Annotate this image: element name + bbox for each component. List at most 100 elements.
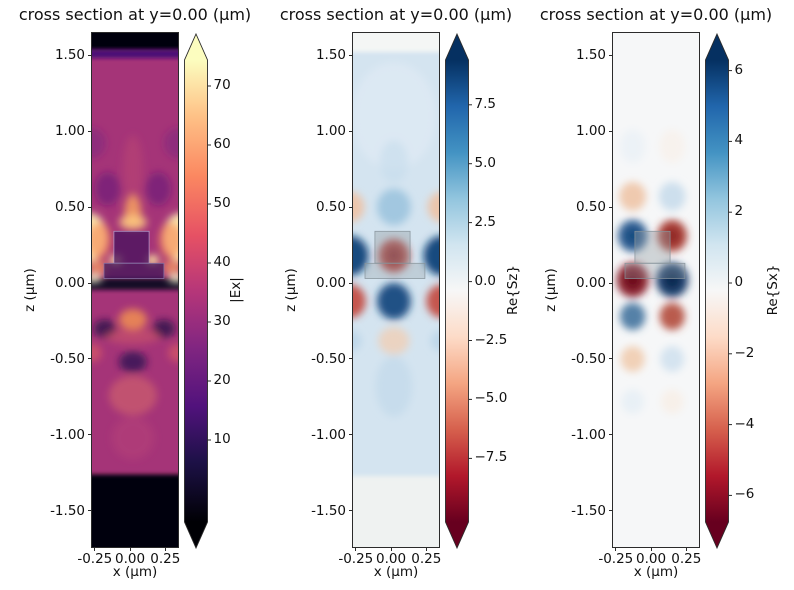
z-tick-2 xyxy=(348,358,352,360)
z-tick-label-1: 1.00 xyxy=(54,123,85,140)
z-tick-2 xyxy=(348,130,352,132)
x-tick-label-2: 0.25 xyxy=(411,551,442,567)
z-tick-label-3: -1.00 xyxy=(571,426,606,443)
colorbar-tick-label-3: 6 xyxy=(734,61,744,78)
colorbar-label-1: |Ex| xyxy=(227,277,244,303)
z-tick-1 xyxy=(87,206,91,208)
x-axis-label-3: x (μm) xyxy=(633,564,679,580)
x-tick-1 xyxy=(129,547,131,551)
z-tick-label-1: 0.00 xyxy=(54,275,85,291)
z-tick-label-3: 0.50 xyxy=(575,199,606,216)
colorbar-tick-label-1: 30 xyxy=(213,312,231,329)
z-tick-label-1: -1.50 xyxy=(50,502,85,519)
z-tick-2 xyxy=(348,282,352,284)
colorbar-tick-label-3: 0 xyxy=(734,274,744,291)
colorbar-1 xyxy=(183,33,214,549)
x-tick-label-2: -0.25 xyxy=(338,551,374,567)
colorbar-tick-label-1: 70 xyxy=(213,76,231,93)
z-tick-label-2: -1.50 xyxy=(311,502,346,519)
z-tick-label-1: -1.00 xyxy=(50,426,85,443)
x-tick-2 xyxy=(425,547,427,551)
z-tick-3 xyxy=(608,130,612,132)
colorbar-tick-label-1: 60 xyxy=(213,135,231,152)
z-tick-1 xyxy=(87,434,91,436)
colorbar-tick-label-3: −4 xyxy=(734,415,755,432)
x-tick-1 xyxy=(94,547,96,551)
colorbar-tick-label-1: 20 xyxy=(213,371,231,388)
z-tick-2 xyxy=(348,510,352,512)
panel-3-title: cross section at y=0.00 (μm) xyxy=(539,5,773,24)
colorbar-tick-label-2: −2.5 xyxy=(474,331,508,348)
x-tick-label-1: -0.25 xyxy=(77,551,113,567)
z-tick-label-1: 0.50 xyxy=(54,199,85,216)
z-tick-label-2: 0.50 xyxy=(315,199,346,216)
x-tick-3 xyxy=(615,547,617,551)
z-tick-3 xyxy=(608,434,612,436)
z-tick-label-3: 0.00 xyxy=(575,275,606,291)
colorbar-tick-label-1: 10 xyxy=(213,430,231,447)
x-tick-label-3: 0.25 xyxy=(671,551,702,567)
colorbar-3 xyxy=(704,33,735,549)
z-tick-label-2: 0.00 xyxy=(315,275,346,291)
z-tick-label-3: 1.50 xyxy=(575,47,606,64)
colorbar-tick-label-3: −2 xyxy=(734,344,755,361)
colorbar-tick-label-3: 2 xyxy=(734,203,744,220)
z-tick-label-3: -1.50 xyxy=(571,502,606,519)
z-tick-label-3: -0.50 xyxy=(571,350,606,367)
z-tick-label-1: 1.50 xyxy=(54,47,85,64)
colorbar-tick-label-2: 0.0 xyxy=(474,272,496,289)
z-tick-label-3: 1.00 xyxy=(575,123,606,140)
z-tick-label-2: -1.00 xyxy=(311,426,346,443)
z-tick-3 xyxy=(608,282,612,284)
z-tick-label-2: -0.50 xyxy=(311,350,346,367)
z-tick-1 xyxy=(87,510,91,512)
heatmap-2 xyxy=(353,33,439,547)
z-tick-3 xyxy=(608,54,612,56)
z-tick-label-1: -0.50 xyxy=(50,350,85,367)
y-axis-label-2: z (μm) xyxy=(283,268,299,312)
x-tick-2 xyxy=(355,547,357,551)
z-tick-3 xyxy=(608,206,612,208)
x-tick-3 xyxy=(685,547,687,551)
x-tick-label-2: 0.00 xyxy=(376,551,407,567)
colorbar-tick-label-2: 7.5 xyxy=(474,95,496,112)
heatmap-1 xyxy=(92,33,178,547)
x-tick-label-1: 0.25 xyxy=(150,551,181,567)
colorbar-tick-label-2: −5.0 xyxy=(474,390,508,407)
panel-1-title: cross section at y=0.00 (μm) xyxy=(18,5,252,24)
x-tick-1 xyxy=(164,547,166,551)
x-axis-label-2: x (μm) xyxy=(373,564,419,580)
colorbar-label-3: Re{Sx} xyxy=(764,264,781,316)
z-tick-3 xyxy=(608,358,612,360)
z-tick-1 xyxy=(87,130,91,132)
colorbar-tick-label-3: 4 xyxy=(734,132,744,149)
colorbar-tick-label-1: 50 xyxy=(213,194,231,211)
z-tick-1 xyxy=(87,54,91,56)
y-axis-label-1: z (μm) xyxy=(22,268,38,312)
colorbar-tick-label-3: −6 xyxy=(734,486,755,503)
z-tick-1 xyxy=(87,282,91,284)
x-tick-label-3: 0.00 xyxy=(636,551,667,567)
z-tick-1 xyxy=(87,358,91,360)
colorbar-label-2: Re{Sz} xyxy=(504,265,521,315)
colorbar-tick-label-1: 40 xyxy=(213,253,231,270)
z-tick-2 xyxy=(348,434,352,436)
x-axis-label-1: x (μm) xyxy=(112,564,158,580)
x-tick-2 xyxy=(390,547,392,551)
colorbar-tick-label-2: −7.5 xyxy=(474,449,508,466)
colorbar-tick-label-2: 2.5 xyxy=(474,213,496,230)
panel-2-title: cross section at y=0.00 (μm) xyxy=(279,5,513,24)
z-tick-3 xyxy=(608,510,612,512)
z-tick-label-2: 1.00 xyxy=(315,123,346,140)
x-tick-3 xyxy=(650,547,652,551)
heatmap-3 xyxy=(613,33,699,547)
z-tick-2 xyxy=(348,54,352,56)
colorbar-2 xyxy=(444,33,475,549)
x-tick-label-3: -0.25 xyxy=(598,551,634,567)
colorbar-tick-label-2: 5.0 xyxy=(474,154,496,171)
z-tick-2 xyxy=(348,206,352,208)
y-axis-label-3: z (μm) xyxy=(543,268,559,312)
x-tick-label-1: 0.00 xyxy=(115,551,146,567)
z-tick-label-2: 1.50 xyxy=(315,47,346,64)
